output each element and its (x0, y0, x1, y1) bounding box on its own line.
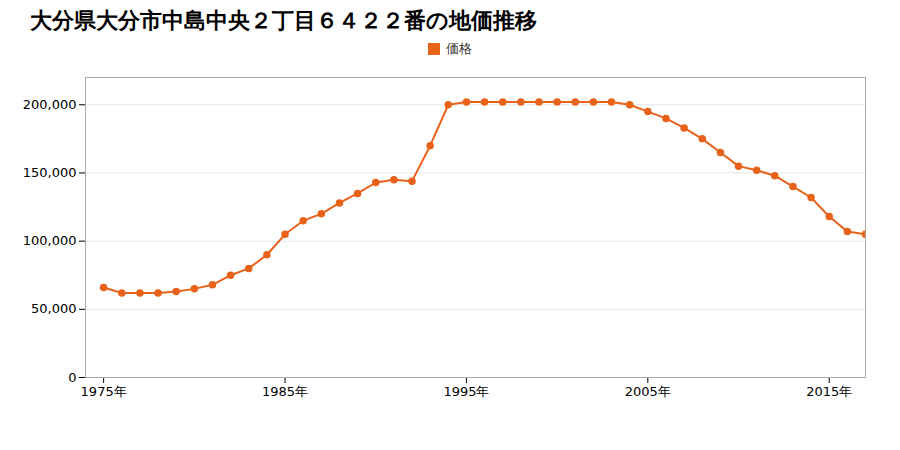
svg-text:1975年: 1975年 (81, 384, 127, 399)
svg-text:50,000: 50,000 (31, 301, 77, 316)
svg-text:2015年: 2015年 (806, 384, 852, 399)
svg-text:2005年: 2005年 (625, 384, 671, 399)
svg-text:150,000: 150,000 (23, 165, 77, 180)
html-text:大分県大分市中島中央２丁目６４２２番の地価推移: 大分県大分市中島中央２丁目６４２２番の地価推移 (30, 8, 537, 33)
html-text:価格: 価格 (446, 41, 472, 56)
svg-text:1995年: 1995年 (443, 384, 489, 399)
svg-text:1985年: 1985年 (262, 384, 308, 399)
svg-text:200,000: 200,000 (23, 97, 77, 112)
svg-text:0: 0 (68, 370, 76, 385)
svg-text:100,000: 100,000 (23, 233, 77, 248)
